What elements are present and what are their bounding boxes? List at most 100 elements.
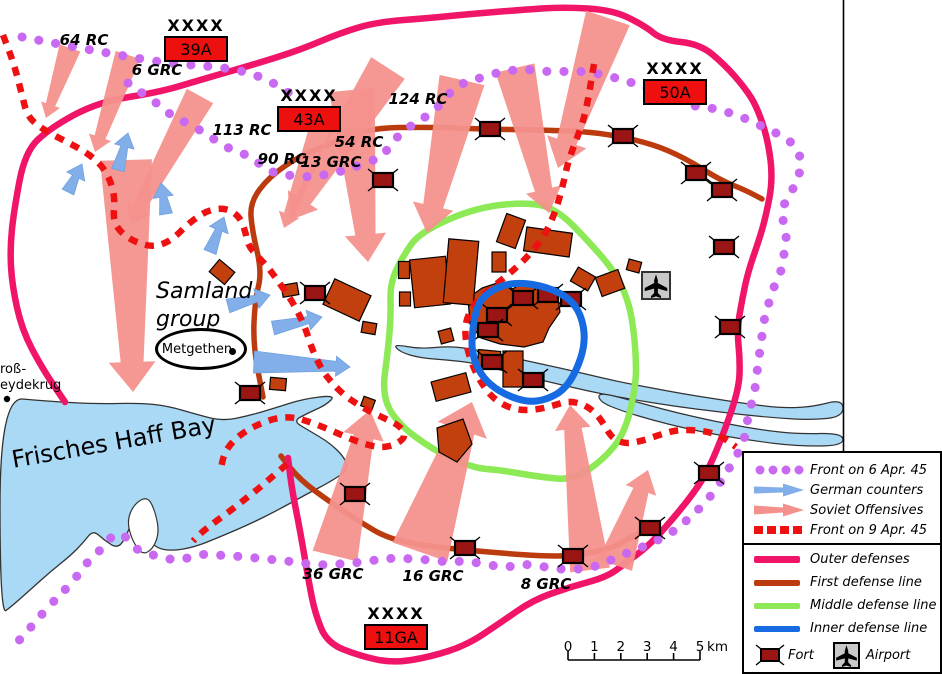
front-9apr-dashes-icon: [754, 525, 810, 535]
fort-icon: [449, 536, 481, 560]
soviet-offensive-arrow: [312, 410, 384, 562]
airport-label: Airport: [865, 647, 911, 663]
building: [569, 266, 597, 292]
fort-icon: [474, 117, 506, 141]
german-counter-arrow: [253, 350, 351, 378]
scale-bar: 0 1 2 3 4 5 km: [564, 639, 728, 661]
army-name: 11GA: [374, 627, 418, 647]
fort-icon: [634, 516, 666, 540]
airport-icon: [832, 641, 866, 669]
corps-label: 6 GRC: [132, 61, 183, 79]
building: [502, 350, 524, 388]
fort-icon: [472, 318, 504, 342]
scale-tick-label: 5: [696, 639, 705, 655]
fort-icon: [517, 368, 549, 392]
german-counter-arrow: [61, 163, 86, 196]
building: [625, 258, 643, 274]
legend-item-front6: Front on 6 Apr. 45: [754, 460, 934, 480]
soviet-offensive-arrow: [412, 74, 485, 233]
fort-icon: [706, 178, 738, 202]
legend-item-fort-airport: Fort Airport: [754, 640, 934, 670]
outer-defenses-line-icon: [754, 556, 810, 563]
airport-icon: [641, 271, 671, 300]
building: [594, 268, 626, 298]
building: [398, 291, 412, 307]
outer-defenses-line: [7, 4, 775, 665]
legend-item-outer: Outer defenses: [754, 548, 934, 571]
corps-label: 8 GRC: [521, 575, 572, 593]
building: [268, 376, 288, 392]
corps-label: 113 RC: [212, 121, 271, 139]
front-6apr-line-nw: [17, 32, 305, 107]
soviet-offensive-arrow: [329, 87, 387, 262]
soviet-offensive-arrow: [495, 63, 562, 213]
inner-defense-line: [468, 279, 588, 405]
army-name: 50A: [659, 82, 691, 102]
army-box-50a: XXXX 50A: [643, 59, 707, 105]
corps-label: 64 RC: [60, 31, 109, 49]
legend-item-front9: Front on 9 Apr. 45: [754, 520, 934, 540]
fort-icon: [557, 544, 589, 568]
legend-item-german: German counters: [754, 480, 934, 500]
fort-icon: [680, 161, 712, 185]
frisches-haff-bay: [0, 395, 348, 612]
legend-item-soviet: Soviet Offensives: [754, 500, 934, 520]
clipped-town-label: roß- eydekrug: [0, 362, 62, 393]
fort-icon: [693, 461, 725, 485]
metgethen-label: Metgethen: [161, 341, 233, 357]
fort-icon: [234, 381, 266, 405]
front-6apr-line-main: [5, 65, 806, 656]
german-counter-arrow: [225, 288, 271, 314]
samland-group-label: Samland group: [156, 279, 253, 332]
scale-tick-label: 1: [590, 639, 599, 655]
fort-icon: [339, 482, 371, 506]
corps-label: 54 RC: [335, 133, 384, 151]
corps-label: 36 GRC: [303, 565, 364, 583]
building: [436, 418, 473, 463]
inner-defense-line-icon: [754, 625, 810, 632]
soviet-offensive-arrow: [597, 470, 657, 571]
army-box-43a: XXXX 43A: [277, 86, 341, 132]
building: [360, 320, 378, 336]
army-box-39a: XXXX 39A: [164, 16, 228, 62]
army-echelon: XXXX: [280, 86, 338, 105]
metgethen-ellipse: Metgethen: [155, 328, 247, 370]
soviet-offensive-arrow: [555, 405, 610, 573]
middle-defense-line: [380, 200, 640, 482]
building: [430, 371, 472, 403]
legend-item-first: First defense line: [754, 571, 934, 594]
scale-tick-label: 0: [564, 639, 573, 655]
building: [322, 278, 372, 322]
corps-label: 124 RC: [388, 90, 447, 108]
corps-label: 90 RC: [258, 150, 307, 168]
middle-defense-line-icon: [754, 602, 810, 609]
german-counter-arrow: [270, 309, 323, 336]
army-name: 43A: [293, 109, 325, 129]
fort-icon: [607, 124, 639, 148]
army-echelon: XXXX: [167, 16, 225, 35]
building: [437, 327, 455, 345]
fort-icon: [299, 281, 331, 305]
legend-item-inner: Inner defense line: [754, 617, 934, 640]
scale-unit-label: km: [707, 639, 728, 655]
building: [495, 212, 527, 250]
first-defense-line-icon: [754, 579, 810, 586]
army-name: 39A: [180, 39, 212, 59]
german-counter-arrow: [111, 132, 135, 173]
fort-icon: [507, 286, 539, 310]
german-counter-arrow: [152, 182, 174, 216]
soviet-offensive-arrow: [88, 50, 141, 152]
scale-tick-label: 2: [617, 639, 626, 655]
fort-icon: [714, 315, 746, 339]
peninsula: [127, 498, 159, 554]
legend-divider: [744, 543, 940, 545]
front-9apr-line-city: [462, 63, 738, 450]
building: [208, 258, 236, 286]
soviet-offensive-arrow: [41, 44, 81, 118]
map-legend: Front on 6 Apr. 45 German counters Sovie…: [742, 451, 942, 674]
corps-label: 13 GRC: [301, 153, 362, 171]
metgethen-town-dot: [229, 348, 236, 355]
building: [397, 260, 411, 280]
